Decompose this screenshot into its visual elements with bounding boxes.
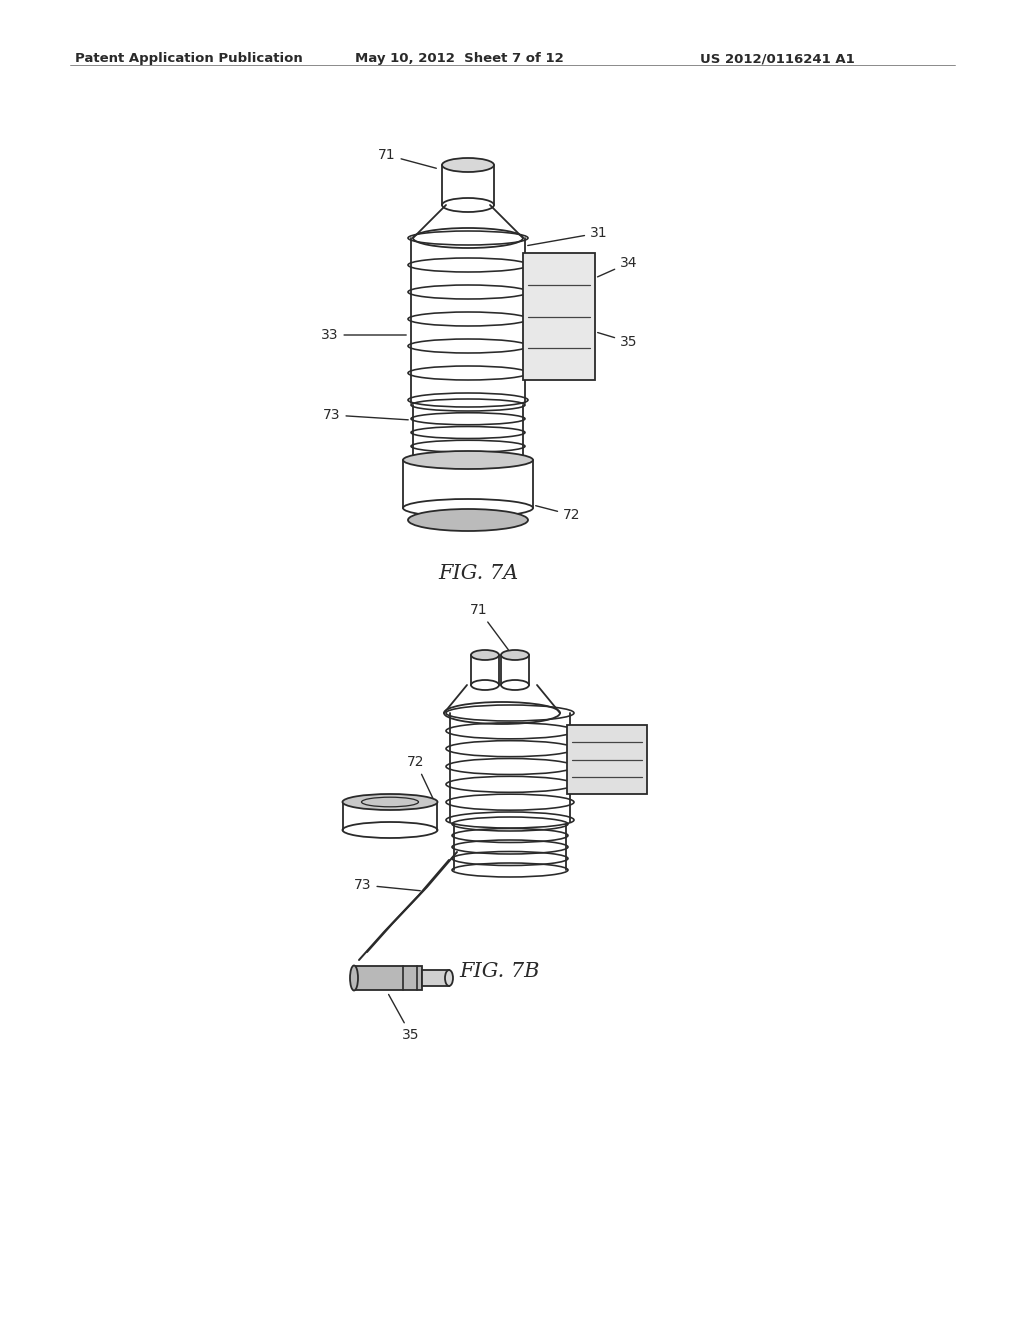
Text: 71: 71	[470, 603, 508, 649]
Text: 73: 73	[354, 878, 420, 892]
Ellipse shape	[350, 965, 358, 990]
Ellipse shape	[403, 451, 534, 469]
Polygon shape	[523, 253, 595, 380]
Text: May 10, 2012  Sheet 7 of 12: May 10, 2012 Sheet 7 of 12	[355, 51, 564, 65]
Text: 35: 35	[388, 994, 420, 1041]
Ellipse shape	[501, 649, 529, 660]
Text: FIG. 7B: FIG. 7B	[460, 962, 541, 981]
Text: 72: 72	[536, 506, 581, 521]
Text: FIG. 7A: FIG. 7A	[438, 564, 518, 583]
Text: 31: 31	[527, 226, 607, 246]
Text: 72: 72	[407, 755, 436, 804]
Text: 33: 33	[321, 327, 407, 342]
Text: US 2012/0116241 A1: US 2012/0116241 A1	[700, 51, 855, 65]
Polygon shape	[422, 970, 449, 986]
Ellipse shape	[471, 649, 499, 660]
Ellipse shape	[408, 510, 528, 531]
Text: 71: 71	[378, 148, 436, 168]
Ellipse shape	[445, 970, 453, 986]
Text: 73: 73	[323, 408, 409, 422]
Ellipse shape	[442, 158, 494, 172]
Polygon shape	[354, 966, 422, 990]
Text: 34: 34	[598, 256, 638, 277]
Ellipse shape	[342, 795, 437, 810]
Polygon shape	[567, 725, 647, 795]
Text: 35: 35	[598, 333, 638, 348]
Text: Patent Application Publication: Patent Application Publication	[75, 51, 303, 65]
